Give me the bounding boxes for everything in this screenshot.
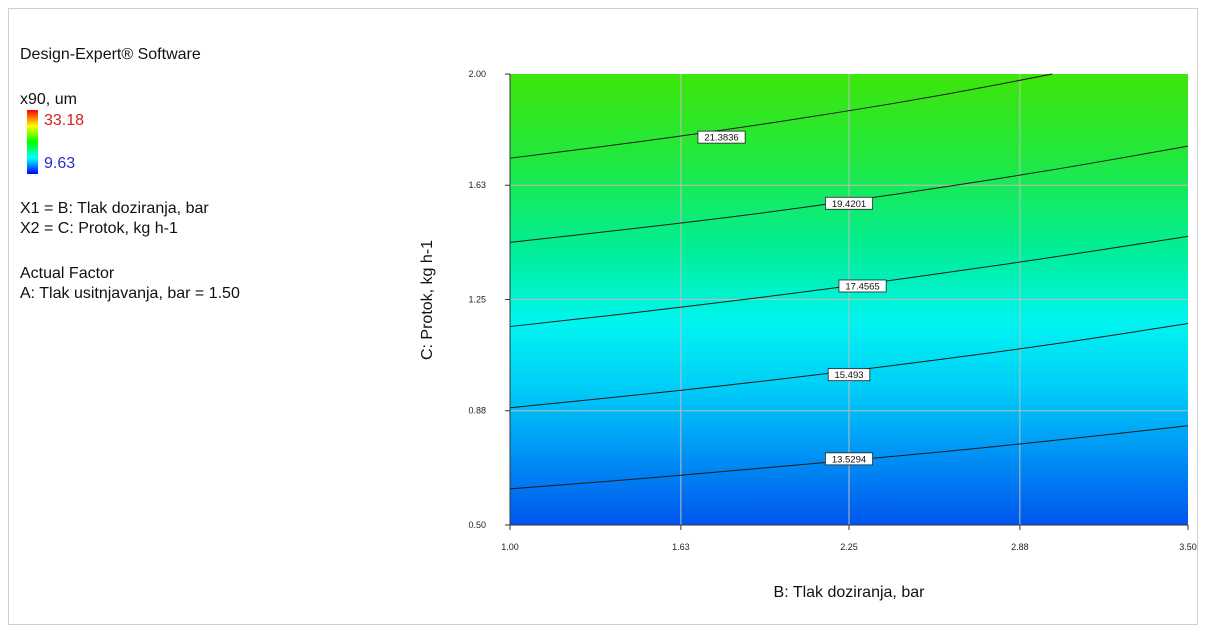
- contour-label: 17.4565: [845, 281, 879, 292]
- contour-label: 21.3836: [704, 133, 738, 144]
- contour-line: [509, 145, 1189, 243]
- contour-label: 19.4201: [832, 199, 866, 210]
- x-tick-label: 2.25: [840, 542, 858, 552]
- x1-factor: X1 = B: Tlak doziranja, bar: [20, 200, 209, 217]
- color-legend-bar: [27, 110, 38, 174]
- y-axis-label: C: Protok, kg h-1: [419, 240, 436, 360]
- x-tick-label: 1.00: [501, 542, 519, 552]
- y-tick-label: 1.63: [468, 180, 486, 190]
- contour-line: [509, 425, 1189, 490]
- y-tick-label: 0.88: [468, 406, 486, 416]
- y-tick-label: 1.25: [468, 295, 486, 305]
- x-tick-label: 2.88: [1011, 542, 1029, 552]
- response-name: x90, um: [20, 91, 77, 108]
- actual-factor: A: Tlak usitnjavanja, bar = 1.50: [20, 285, 240, 302]
- actual-factor-title: Actual Factor: [20, 265, 115, 282]
- contour-label-box: [825, 196, 874, 210]
- x-tick-label: 3.50: [1179, 542, 1197, 552]
- contour-label-box: [838, 279, 887, 293]
- contour-label-box: [697, 130, 746, 144]
- contour-label: 13.5294: [832, 454, 866, 465]
- software-title: Design-Expert® Software: [20, 46, 201, 63]
- y-tick-label: 2.00: [468, 69, 486, 79]
- contour-label-box: [825, 452, 874, 466]
- contour-label: 15.493: [834, 370, 863, 381]
- x2-factor: X2 = C: Protok, kg h-1: [20, 220, 178, 237]
- legend-max-value: 33.18: [44, 112, 85, 129]
- contour-line: [509, 323, 1189, 409]
- x-tick-label: 1.63: [672, 542, 690, 552]
- x-axis-label: B: Tlak doziranja, bar: [774, 584, 926, 601]
- legend-min-value: 9.63: [44, 155, 76, 172]
- contour-label-box: [827, 368, 871, 382]
- contour-line: [509, 235, 1189, 328]
- y-tick-label: 0.50: [468, 520, 486, 530]
- contour-line: [509, 73, 1053, 159]
